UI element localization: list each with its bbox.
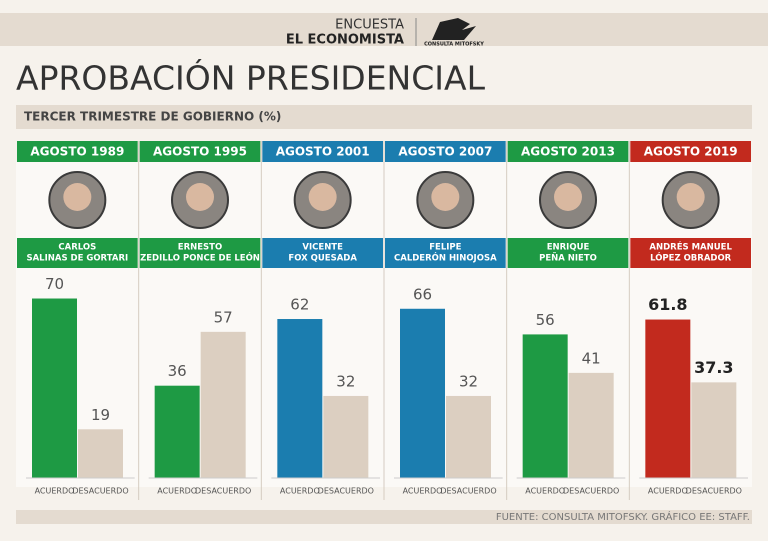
panel-header [507, 141, 629, 162]
subtitle-band [16, 105, 752, 129]
top-band [0, 13, 768, 46]
header-line2: EL ECONOMISTA [286, 33, 404, 48]
portrait-face [554, 183, 582, 211]
president-name: FOX QUESADA [288, 254, 357, 264]
president-name: ENRIQUE [547, 243, 590, 253]
bar [691, 382, 737, 478]
bar [400, 308, 445, 478]
portrait-face [63, 183, 92, 211]
bar [154, 385, 200, 478]
value-label: 70 [45, 275, 64, 293]
panel-title: AGOSTO 2013 [521, 145, 615, 159]
panel-header [630, 141, 751, 162]
value-label: 66 [413, 285, 432, 303]
panel-title: AGOSTO 2001 [276, 145, 370, 159]
portrait-face [308, 183, 337, 211]
president-name: CALDERÓN HINOJOSA [394, 252, 497, 264]
footer-band [16, 510, 752, 524]
portrait-face [186, 183, 214, 211]
portrait-face [431, 183, 460, 211]
bar [568, 372, 614, 478]
president-name: ANDRÉS MANUEL [649, 241, 732, 253]
president-name: VICENTE [302, 243, 343, 253]
category-label: ACUERDO [525, 487, 565, 496]
president-name: PEÑA NIETO [539, 253, 597, 264]
category-label: ACUERDO [157, 487, 197, 496]
president-name: SALINAS DE GORTARI [26, 254, 128, 264]
bar [78, 429, 123, 478]
name-band [385, 238, 506, 268]
value-label: 32 [459, 372, 478, 390]
value-label: 62 [290, 296, 309, 314]
portrait-face [676, 183, 705, 211]
subtitle: TERCER TRIMESTRE DE GOBIERNO (%) [24, 110, 281, 124]
bar [645, 319, 691, 478]
panel-header [17, 141, 138, 162]
value-label: 61.8 [648, 295, 687, 314]
bar [522, 334, 568, 478]
bar [323, 395, 369, 478]
category-label: DESACUERDO [440, 487, 496, 496]
logo-text: CONSULTA MITOFSKY [424, 42, 484, 48]
panel-title: AGOSTO 2007 [398, 145, 492, 159]
panel-title: AGOSTO 1989 [30, 145, 124, 159]
header-line1: ENCUESTA [335, 18, 404, 33]
category-label: DESACUERDO [72, 487, 128, 496]
bar [446, 395, 491, 478]
category-label: DESACUERDO [318, 487, 374, 496]
category-label: DESACUERDO [563, 487, 619, 496]
panel-title: AGOSTO 1995 [153, 145, 247, 159]
president-name: ZEDILLO PONCE DE LEÓN [140, 252, 260, 264]
category-label: ACUERDO [35, 487, 75, 496]
category-label: DESACUERDO [195, 487, 251, 496]
name-band [262, 238, 383, 268]
panel-header [262, 141, 383, 162]
value-label: 32 [336, 372, 355, 390]
president-name: FELIPE [429, 243, 461, 253]
value-label: 56 [536, 311, 555, 329]
panel-header [385, 141, 506, 162]
name-band [507, 238, 629, 268]
logo-icon [432, 18, 476, 40]
name-band [630, 238, 751, 268]
name-band [17, 238, 138, 268]
bar [277, 319, 323, 478]
president-name: LÓPEZ OBRADOR [650, 252, 732, 264]
category-label: ACUERDO [280, 487, 320, 496]
category-label: DESACUERDO [686, 487, 742, 496]
source: FUENTE: CONSULTA MITOFSKY. GRÁFICO EE: S… [496, 510, 750, 523]
panel-title: AGOSTO 2019 [644, 145, 738, 159]
president-name: CARLOS [58, 243, 96, 253]
value-label: 19 [91, 406, 110, 424]
president-name: ERNESTO [178, 243, 222, 253]
value-label: 37.3 [694, 358, 733, 377]
bar [32, 298, 77, 478]
value-label: 57 [214, 308, 233, 326]
category-label: ACUERDO [403, 487, 443, 496]
title: APROBACIÓN PRESIDENCIAL [16, 58, 486, 98]
panel-header [139, 141, 261, 162]
bar [200, 331, 246, 478]
value-label: 36 [168, 362, 187, 380]
category-label: ACUERDO [648, 487, 688, 496]
name-band [139, 238, 261, 268]
value-label: 41 [582, 349, 601, 367]
